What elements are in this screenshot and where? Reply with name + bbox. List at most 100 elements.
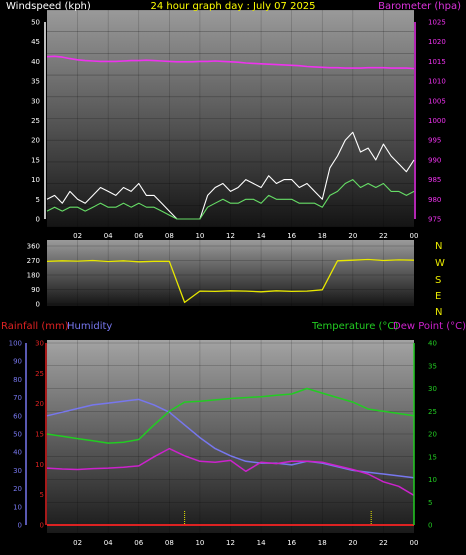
compass-n-top: N xyxy=(435,241,442,252)
dewpoint-label: Dew Point (°C) xyxy=(393,321,466,332)
temp-x-tick-11: 00 xyxy=(410,539,419,547)
temp-y-tick-6: 30 xyxy=(428,385,437,393)
baro-y-tick-6: 1005 xyxy=(428,97,446,105)
hum-y-tick-7: 70 xyxy=(13,394,22,402)
wind-y-tick-10: 50 xyxy=(31,19,40,27)
dir-y-tick-4: 360 xyxy=(27,243,40,251)
hum-y-tick-4: 40 xyxy=(13,449,22,457)
dir-y-tick-2: 180 xyxy=(27,272,40,280)
wind-y-tick-4: 20 xyxy=(31,137,40,145)
graph-title: 24 hour graph day : July 07 2025 xyxy=(150,1,315,12)
temp-y-tick-4: 20 xyxy=(428,431,437,439)
baro-y-tick-3: 990 xyxy=(428,156,441,164)
hum-y-tick-2: 20 xyxy=(13,485,22,493)
humidity-label: Humidity xyxy=(67,321,112,332)
baro-y-tick-1: 980 xyxy=(428,196,441,204)
rain-y-tick-4: 20 xyxy=(35,400,44,408)
baro-y-tick-8: 1015 xyxy=(428,58,446,66)
avg-line xyxy=(46,179,415,220)
temp-y-tick-3: 15 xyxy=(428,453,437,461)
wind-x-tick-9: 20 xyxy=(348,232,357,240)
humidity-line xyxy=(46,398,415,479)
compass-e: E xyxy=(435,291,441,302)
temp-x-tick-1: 04 xyxy=(104,539,113,547)
rain-y-tick-1: 5 xyxy=(40,491,44,499)
wind-y-tick-7: 35 xyxy=(31,78,40,86)
compass-s: S xyxy=(435,275,441,286)
hum-y-tick-5: 50 xyxy=(13,431,22,439)
wind-x-tick-7: 16 xyxy=(287,232,296,240)
rain-y-tick-3: 15 xyxy=(35,431,44,439)
temp-x-tick-5: 12 xyxy=(226,539,235,547)
temp-x-tick-7: 16 xyxy=(287,539,296,547)
baro-y-tick-9: 1020 xyxy=(428,38,446,46)
wind-x-tick-0: 02 xyxy=(73,232,82,240)
wind-y-tick-2: 10 xyxy=(31,176,40,184)
rainfall-label: Rainfall (mm) xyxy=(1,321,69,332)
dir-y-tick-3: 270 xyxy=(27,257,40,265)
baro-y-tick-5: 1000 xyxy=(428,117,446,125)
baro-y-tick-2: 985 xyxy=(428,176,441,184)
rain-y-tick-0: 0 xyxy=(40,522,44,530)
hum-y-tick-0: 0 xyxy=(18,522,22,530)
hum-y-tick-3: 30 xyxy=(13,467,22,475)
wind-y-tick-3: 15 xyxy=(31,156,40,164)
dir-y-tick-0: 0 xyxy=(36,301,40,309)
temp-y-tick-8: 40 xyxy=(428,340,437,348)
dir-y-tick-1: 90 xyxy=(31,286,40,294)
wind-y-tick-6: 30 xyxy=(31,97,40,105)
wind-y-tick-5: 25 xyxy=(31,117,40,125)
compass-n-bottom: N xyxy=(435,307,442,318)
rain-y-tick-6: 30 xyxy=(35,340,44,348)
temp-y-tick-1: 5 xyxy=(428,499,432,507)
temp-y-tick-5: 25 xyxy=(428,408,437,416)
dewpoint-line xyxy=(46,447,415,497)
windspeed-label: Windspeed (kph) xyxy=(6,1,91,12)
wind-y-tick-0: 0 xyxy=(36,216,40,224)
wind-x-tick-1: 04 xyxy=(104,232,113,240)
hum-y-tick-1: 10 xyxy=(13,503,22,511)
hum-y-tick-8: 80 xyxy=(13,376,22,384)
wind-y-tick-9: 45 xyxy=(31,38,40,46)
wind-x-tick-10: 22 xyxy=(379,232,388,240)
temp-x-tick-4: 10 xyxy=(195,539,204,547)
temp-y-tick-7: 35 xyxy=(428,362,437,370)
direction-panel xyxy=(47,240,414,306)
temp-x-tick-9: 20 xyxy=(348,539,357,547)
temp-x-tick-0: 02 xyxy=(73,539,82,547)
baro-y-tick-7: 1010 xyxy=(428,78,446,86)
direction-line xyxy=(46,258,415,304)
temp-x-tick-3: 08 xyxy=(165,539,174,547)
barometer-line xyxy=(46,55,415,70)
hum-y-tick-9: 90 xyxy=(13,358,22,366)
temp-x-tick-6: 14 xyxy=(257,539,266,547)
hum-y-tick-10: 100 xyxy=(9,340,22,348)
temp-x-tick-10: 22 xyxy=(379,539,388,547)
hum-y-tick-6: 60 xyxy=(13,412,22,420)
wind-y-tick-1: 5 xyxy=(36,196,40,204)
wind-y-tick-8: 40 xyxy=(31,58,40,66)
rain-y-tick-2: 10 xyxy=(35,461,44,469)
wind-x-tick-8: 18 xyxy=(318,232,327,240)
barometer-label: Barometer (hpa) xyxy=(378,1,461,12)
baro-y-tick-10: 1025 xyxy=(428,19,446,27)
compass-w: W xyxy=(435,258,445,269)
gust-line xyxy=(46,131,415,220)
baro-y-tick-4: 995 xyxy=(428,137,441,145)
wind-x-tick-5: 12 xyxy=(226,232,235,240)
rain-y-tick-5: 25 xyxy=(35,370,44,378)
temp-panel xyxy=(47,340,414,533)
baro-y-tick-0: 975 xyxy=(428,216,441,224)
wind-x-tick-6: 14 xyxy=(257,232,266,240)
wind-x-tick-4: 10 xyxy=(195,232,204,240)
temp-x-tick-2: 06 xyxy=(134,539,143,547)
wind-x-tick-3: 08 xyxy=(165,232,174,240)
wind-x-tick-11: 00 xyxy=(410,232,419,240)
temp-y-tick-0: 0 xyxy=(428,522,432,530)
temp-x-tick-8: 18 xyxy=(318,539,327,547)
temperature-line xyxy=(46,387,415,444)
temp-y-tick-2: 10 xyxy=(428,476,437,484)
wind-x-tick-2: 06 xyxy=(134,232,143,240)
temperature-label: Temperature (°C) xyxy=(311,321,398,332)
